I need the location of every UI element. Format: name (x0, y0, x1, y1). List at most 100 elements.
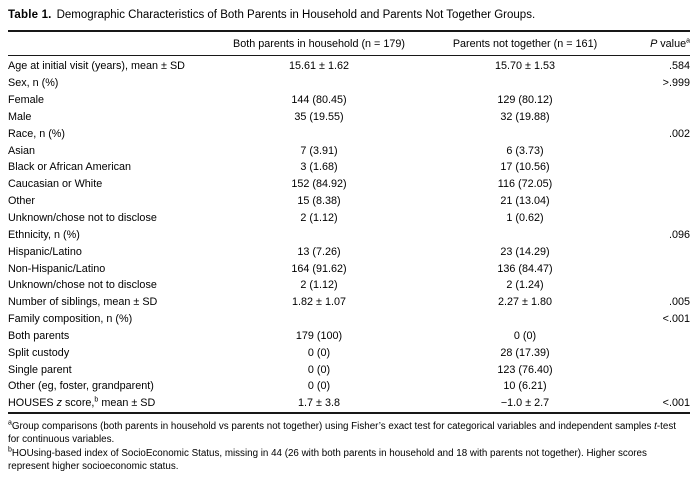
text-fragment: score, (62, 397, 95, 410)
row-label: Family composition, n (%) (8, 313, 133, 326)
row-label: HOUSES z score,b mean ± SD (8, 395, 223, 413)
table-row: Split custody 0 (0) 28 (17.39) (8, 344, 690, 361)
superscript-marker: b (94, 396, 99, 404)
value-not-together: 15.70 ± 1.53 (495, 60, 555, 73)
header-empty-cell (8, 31, 223, 56)
value-not-together: 17 (10.56) (500, 161, 550, 174)
italic-text: z (56, 397, 63, 410)
value-both-parents: 179 (100) (295, 329, 343, 342)
value-both-parents: 144 (80.45) (291, 94, 347, 107)
value-both-parents: 1.7 ± 3.8 (298, 397, 340, 410)
value-not-together: 10 (6.21) (503, 380, 547, 393)
footnote-marker: b (8, 446, 12, 454)
value-both-parents: 15.61 ± 1.62 (289, 60, 349, 73)
header-row: Both parents in household (n = 179) Pare… (8, 31, 690, 56)
value-both-parents (223, 125, 415, 142)
p-value (635, 159, 690, 176)
table-title: Table 1. Demographic Characteristics of B… (8, 8, 690, 23)
p-value: .005 (668, 296, 690, 309)
table-row: Number of siblings, mean ± SD 1.82 ± 1.07… (8, 294, 690, 311)
value-not-together: 136 (84.47) (497, 262, 553, 275)
table-row: Unknown/chose not to disclose 2 (1.12) 1 (… (8, 210, 690, 227)
value-both-parents: 35 (19.55) (294, 110, 344, 123)
header-pvalue: P valuea (635, 31, 690, 56)
table-row: Female 144 (80.45) 129 (80.12) (8, 92, 690, 109)
pvalue-italic-p: P (650, 37, 658, 50)
value-both-parents: 1.82 ± 1.07 (292, 296, 346, 309)
p-value: .584 (668, 60, 690, 73)
footnote: aGroup comparisons (both parents in hous… (8, 419, 690, 447)
value-both-parents: 0 (0) (307, 380, 331, 393)
table-caption: Demographic Characteristics of Both Pare… (56, 9, 536, 21)
header-group2: Parents not together (n = 161) (415, 31, 635, 56)
value-not-together: 129 (80.12) (497, 94, 553, 107)
p-value (635, 142, 690, 159)
value-both-parents (223, 226, 415, 243)
value-not-together: 2.27 ± 1.80 (498, 296, 552, 309)
row-label: Asian (8, 144, 36, 157)
row-label: Caucasian or White (8, 178, 103, 191)
table-row: Caucasian or White 152 (84.92) 116 (72.05) (8, 176, 690, 193)
value-not-together (415, 75, 635, 92)
table-row: Non-Hispanic/Latino 164 (91.62) 136 (84.47… (8, 260, 690, 277)
value-both-parents: 7 (3.91) (300, 144, 338, 157)
value-not-together: 0 (0) (513, 329, 537, 342)
pvalue-label: value (657, 37, 687, 50)
p-value (635, 328, 690, 345)
row-label: Other (8, 195, 36, 208)
value-both-parents: 164 (91.62) (291, 262, 347, 275)
row-label: Unknown/chose not to disclose (8, 279, 157, 292)
footnote: bHOUsing-based index of SocioEconomic St… (8, 446, 690, 474)
value-both-parents (223, 75, 415, 92)
table-row: Hispanic/Latino 13 (7.26) 23 (14.29) (8, 243, 690, 260)
value-not-together: −1.0 ± 2.7 (500, 397, 550, 410)
row-label: Race, n (%) (8, 127, 65, 140)
footnote-marker: a (8, 419, 12, 427)
row-label: Other (eg, foster, grandparent) (8, 380, 154, 393)
row-label: Ethnicity, n (%) (8, 228, 80, 241)
demographics-table: Both parents in household (n = 179) Pare… (8, 30, 690, 414)
p-value: <.001 (662, 313, 690, 326)
value-both-parents: 15 (8.38) (297, 195, 341, 208)
p-value (635, 260, 690, 277)
table-row: Other 15 (8.38) 21 (13.04) (8, 193, 690, 210)
table-row: Other (eg, foster, grandparent) 0 (0) 10 (… (8, 378, 690, 395)
value-not-together: 28 (17.39) (500, 346, 550, 359)
value-not-together: 123 (76.40) (497, 363, 553, 376)
value-not-together: 2 (1.24) (506, 279, 544, 292)
value-not-together (415, 226, 635, 243)
table-row: Asian 7 (3.91) 6 (3.73) (8, 142, 690, 159)
p-value (635, 92, 690, 109)
value-both-parents: 3 (1.68) (300, 161, 338, 174)
text-fragment: -test for continuous variables. (8, 420, 676, 446)
italic-text: t (654, 420, 657, 432)
value-not-together: 116 (72.05) (497, 178, 553, 191)
value-not-together: 6 (3.73) (506, 144, 544, 157)
value-not-together: 21 (13.04) (500, 195, 550, 208)
p-value (635, 378, 690, 395)
row-label: Split custody (8, 346, 70, 359)
text-fragment: HOUSES (8, 397, 57, 410)
text-fragment: HOUsing-based index of SocioEconomic Sta… (8, 447, 647, 472)
row-label: Black or African American (8, 161, 132, 174)
p-value (635, 109, 690, 126)
value-both-parents: 152 (84.92) (291, 178, 347, 191)
p-value (635, 344, 690, 361)
table-row: Unknown/chose not to disclose 2 (1.12) 2 (… (8, 277, 690, 294)
p-value: <.001 (662, 397, 690, 410)
table-header: Both parents in household (n = 179) Pare… (8, 31, 690, 56)
pvalue-superscript: a (686, 36, 690, 44)
table-row: Age at initial visit (years), mean ± SD 1… (8, 56, 690, 75)
p-value: .002 (668, 127, 690, 140)
table-row: Both parents 179 (100) 0 (0) (8, 328, 690, 345)
value-both-parents: 2 (1.12) (300, 212, 338, 225)
p-value: >.999 (662, 77, 690, 90)
value-both-parents: 2 (1.12) (300, 279, 338, 292)
p-value (635, 193, 690, 210)
value-not-together: 32 (19.88) (500, 110, 550, 123)
table-body: Age at initial visit (years), mean ± SD 1… (8, 56, 690, 413)
table-row: HOUSES z score,b mean ± SD 1.7 ± 3.8 −1.0 … (8, 395, 690, 413)
row-label: Single parent (8, 363, 72, 376)
value-both-parents: 0 (0) (307, 346, 331, 359)
